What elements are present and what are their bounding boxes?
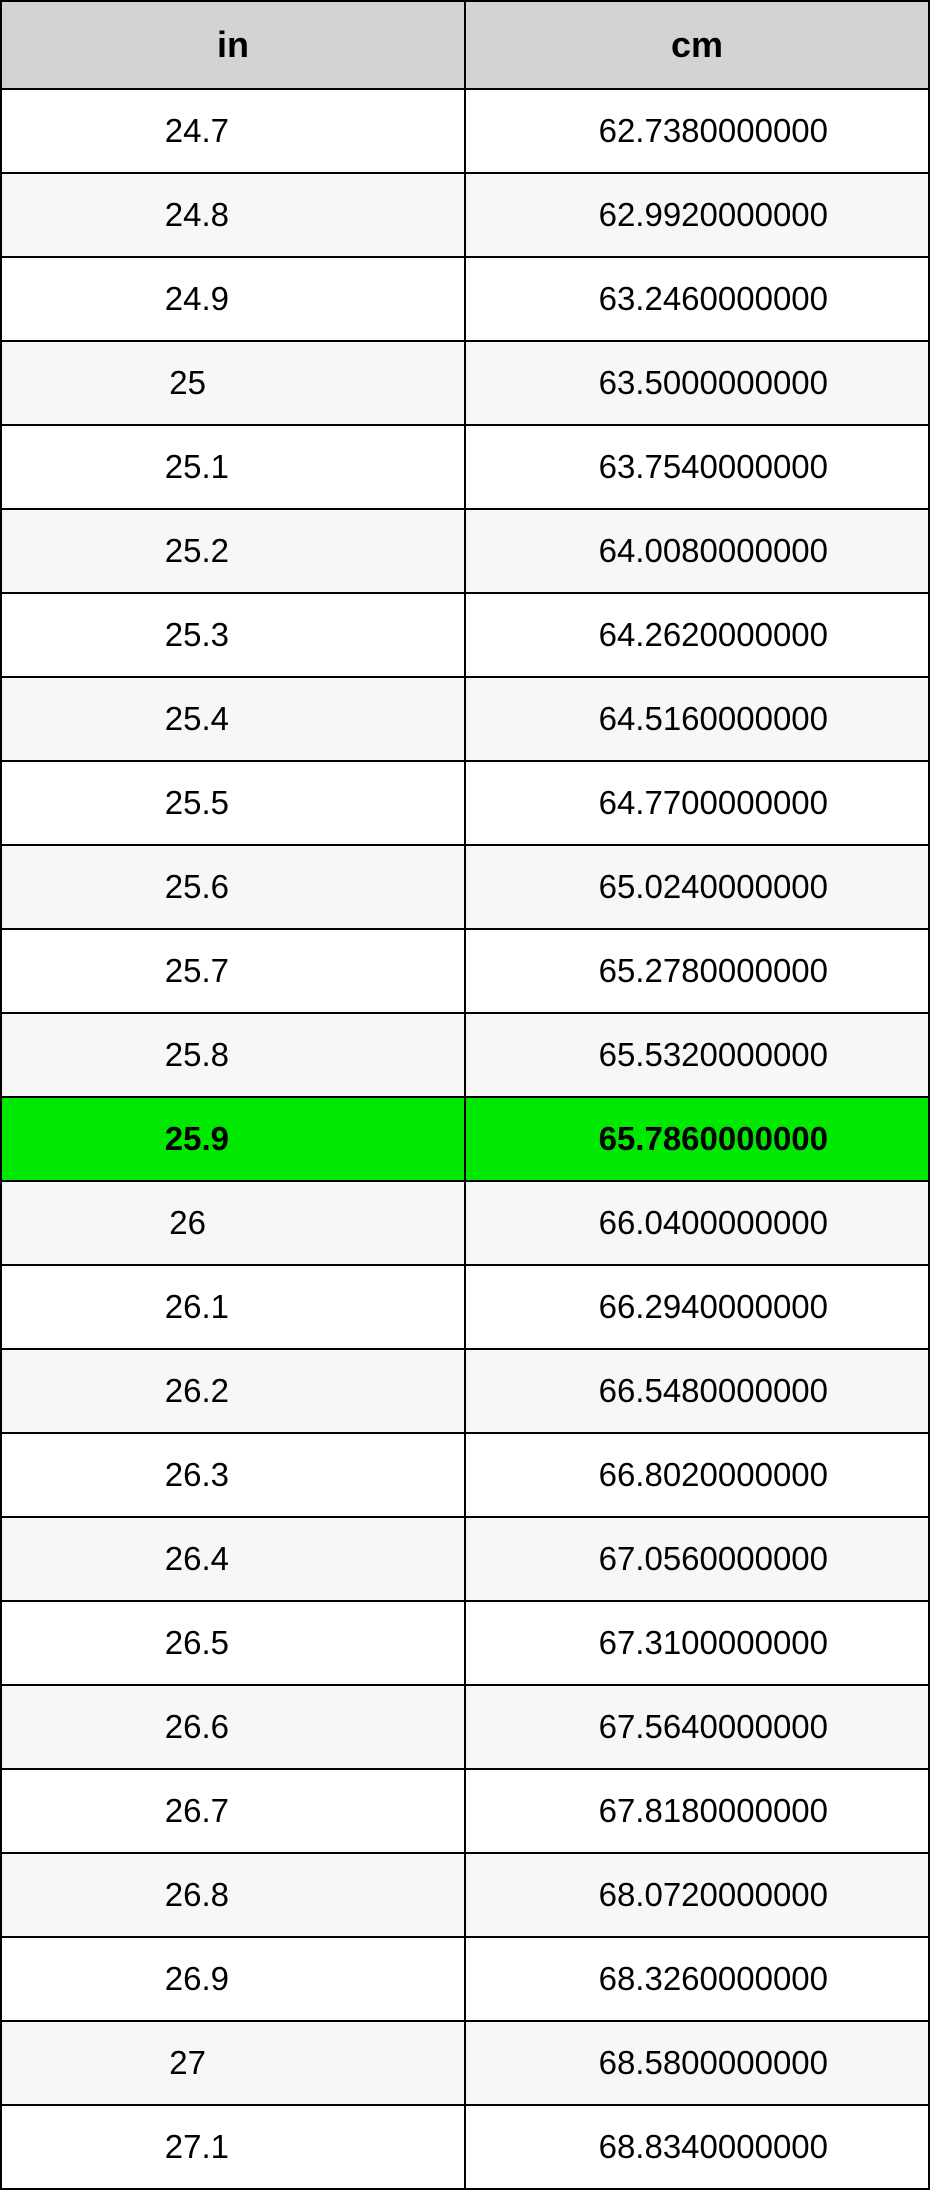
cell-in: 24.9 (1, 257, 465, 341)
table-row: 26.366.8020000000 (1, 1433, 929, 1517)
table-row: 25.765.2780000000 (1, 929, 929, 1013)
column-header-cm: cm (465, 1, 929, 89)
table-row: 2563.5000000000 (1, 341, 929, 425)
table-row: 25.865.5320000000 (1, 1013, 929, 1097)
cell-cm: 68.8340000000 (465, 2105, 929, 2189)
table-row: 25.163.7540000000 (1, 425, 929, 509)
cell-cm: 66.8020000000 (465, 1433, 929, 1517)
table-row: 26.667.5640000000 (1, 1685, 929, 1769)
table-row: 26.968.3260000000 (1, 1937, 929, 2021)
table-row: 27.168.8340000000 (1, 2105, 929, 2189)
cell-cm: 67.3100000000 (465, 1601, 929, 1685)
cell-cm: 64.2620000000 (465, 593, 929, 677)
cell-in: 27 (1, 2021, 465, 2105)
table-row: 26.868.0720000000 (1, 1853, 929, 1937)
cell-cm: 62.7380000000 (465, 89, 929, 173)
cell-in: 25.9 (1, 1097, 465, 1181)
cell-in: 24.7 (1, 89, 465, 173)
cell-cm: 64.5160000000 (465, 677, 929, 761)
cell-cm: 64.0080000000 (465, 509, 929, 593)
cell-cm: 63.2460000000 (465, 257, 929, 341)
cell-in: 26.7 (1, 1769, 465, 1853)
cell-in: 26.5 (1, 1601, 465, 1685)
cell-cm: 68.0720000000 (465, 1853, 929, 1937)
cell-in: 26.1 (1, 1265, 465, 1349)
table-row: 25.665.0240000000 (1, 845, 929, 929)
cell-in: 25.8 (1, 1013, 465, 1097)
cell-cm: 67.8180000000 (465, 1769, 929, 1853)
table-row: 26.567.3100000000 (1, 1601, 929, 1685)
cell-in: 26.6 (1, 1685, 465, 1769)
cell-cm: 66.5480000000 (465, 1349, 929, 1433)
cell-in: 26.9 (1, 1937, 465, 2021)
cell-cm: 63.7540000000 (465, 425, 929, 509)
table-row: 26.166.2940000000 (1, 1265, 929, 1349)
table-row: 26.767.8180000000 (1, 1769, 929, 1853)
cell-in: 25.6 (1, 845, 465, 929)
cell-cm: 66.0400000000 (465, 1181, 929, 1265)
cell-in: 25.5 (1, 761, 465, 845)
cell-in: 25.2 (1, 509, 465, 593)
cell-cm: 63.5000000000 (465, 341, 929, 425)
table-header-row: in cm (1, 1, 929, 89)
cell-cm: 65.2780000000 (465, 929, 929, 1013)
cell-in: 26.4 (1, 1517, 465, 1601)
cell-cm: 68.5800000000 (465, 2021, 929, 2105)
cell-cm: 67.5640000000 (465, 1685, 929, 1769)
cell-cm: 65.0240000000 (465, 845, 929, 929)
column-header-in: in (1, 1, 465, 89)
conversion-table: in cm 24.762.738000000024.862.9920000000… (0, 0, 930, 2190)
table-row: 2666.0400000000 (1, 1181, 929, 1265)
table-row: 25.364.2620000000 (1, 593, 929, 677)
cell-in: 25.1 (1, 425, 465, 509)
table-row: 25.464.5160000000 (1, 677, 929, 761)
cell-cm: 65.7860000000 (465, 1097, 929, 1181)
cell-in: 25.4 (1, 677, 465, 761)
table-row: 25.965.7860000000 (1, 1097, 929, 1181)
table-row: 24.762.7380000000 (1, 89, 929, 173)
cell-cm: 64.7700000000 (465, 761, 929, 845)
table-row: 26.266.5480000000 (1, 1349, 929, 1433)
cell-in: 26 (1, 1181, 465, 1265)
cell-cm: 67.0560000000 (465, 1517, 929, 1601)
table-row: 24.963.2460000000 (1, 257, 929, 341)
cell-in: 26.8 (1, 1853, 465, 1937)
cell-in: 26.2 (1, 1349, 465, 1433)
table-row: 26.467.0560000000 (1, 1517, 929, 1601)
table-row: 2768.5800000000 (1, 2021, 929, 2105)
cell-in: 25.3 (1, 593, 465, 677)
table-row: 25.564.7700000000 (1, 761, 929, 845)
cell-in: 24.8 (1, 173, 465, 257)
cell-in: 25 (1, 341, 465, 425)
cell-cm: 65.5320000000 (465, 1013, 929, 1097)
table-row: 25.264.0080000000 (1, 509, 929, 593)
cell-cm: 62.9920000000 (465, 173, 929, 257)
cell-cm: 66.2940000000 (465, 1265, 929, 1349)
cell-cm: 68.3260000000 (465, 1937, 929, 2021)
table-row: 24.862.9920000000 (1, 173, 929, 257)
cell-in: 26.3 (1, 1433, 465, 1517)
cell-in: 25.7 (1, 929, 465, 1013)
cell-in: 27.1 (1, 2105, 465, 2189)
